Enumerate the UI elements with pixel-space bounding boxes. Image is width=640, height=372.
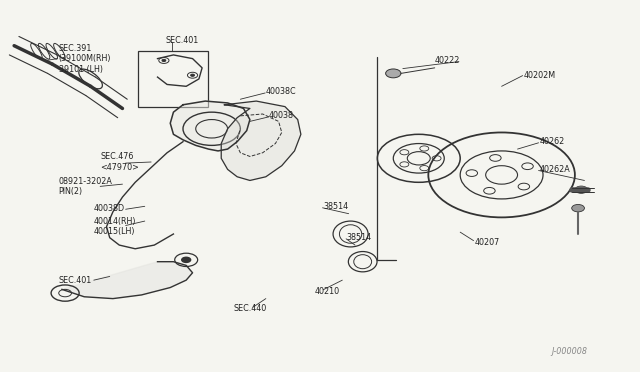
- Polygon shape: [170, 101, 250, 151]
- Text: 40014(RH)
40015(LH): 40014(RH) 40015(LH): [94, 217, 136, 236]
- Text: 40038: 40038: [269, 111, 294, 121]
- Text: 40262: 40262: [540, 137, 565, 146]
- Circle shape: [182, 257, 191, 262]
- Text: 40210: 40210: [315, 287, 340, 296]
- Text: J-000008: J-000008: [552, 347, 588, 356]
- Text: 40262A: 40262A: [540, 165, 571, 174]
- Text: SEC.401: SEC.401: [59, 276, 92, 285]
- Text: SEC.401: SEC.401: [166, 36, 199, 45]
- Text: 38514: 38514: [347, 233, 372, 242]
- Circle shape: [162, 60, 166, 62]
- Text: SEC.476
<47970>: SEC.476 <47970>: [100, 152, 139, 172]
- Text: 40038D: 40038D: [94, 203, 125, 213]
- Text: 40207: 40207: [474, 238, 499, 247]
- Circle shape: [575, 186, 588, 193]
- Text: 40222: 40222: [435, 56, 460, 65]
- Text: SEC.440: SEC.440: [234, 304, 268, 313]
- Text: 40038C: 40038C: [266, 87, 296, 96]
- Text: 08921-3202A
PIN(2): 08921-3202A PIN(2): [59, 177, 113, 196]
- Text: SEC.391
(39100M(RH)
39101 (LH): SEC.391 (39100M(RH) 39101 (LH): [59, 44, 111, 74]
- Polygon shape: [221, 101, 301, 180]
- Circle shape: [572, 205, 584, 212]
- Polygon shape: [62, 262, 193, 299]
- Text: 38514: 38514: [323, 202, 348, 211]
- Text: 40202M: 40202M: [524, 71, 556, 80]
- Circle shape: [191, 74, 195, 76]
- Circle shape: [386, 69, 401, 78]
